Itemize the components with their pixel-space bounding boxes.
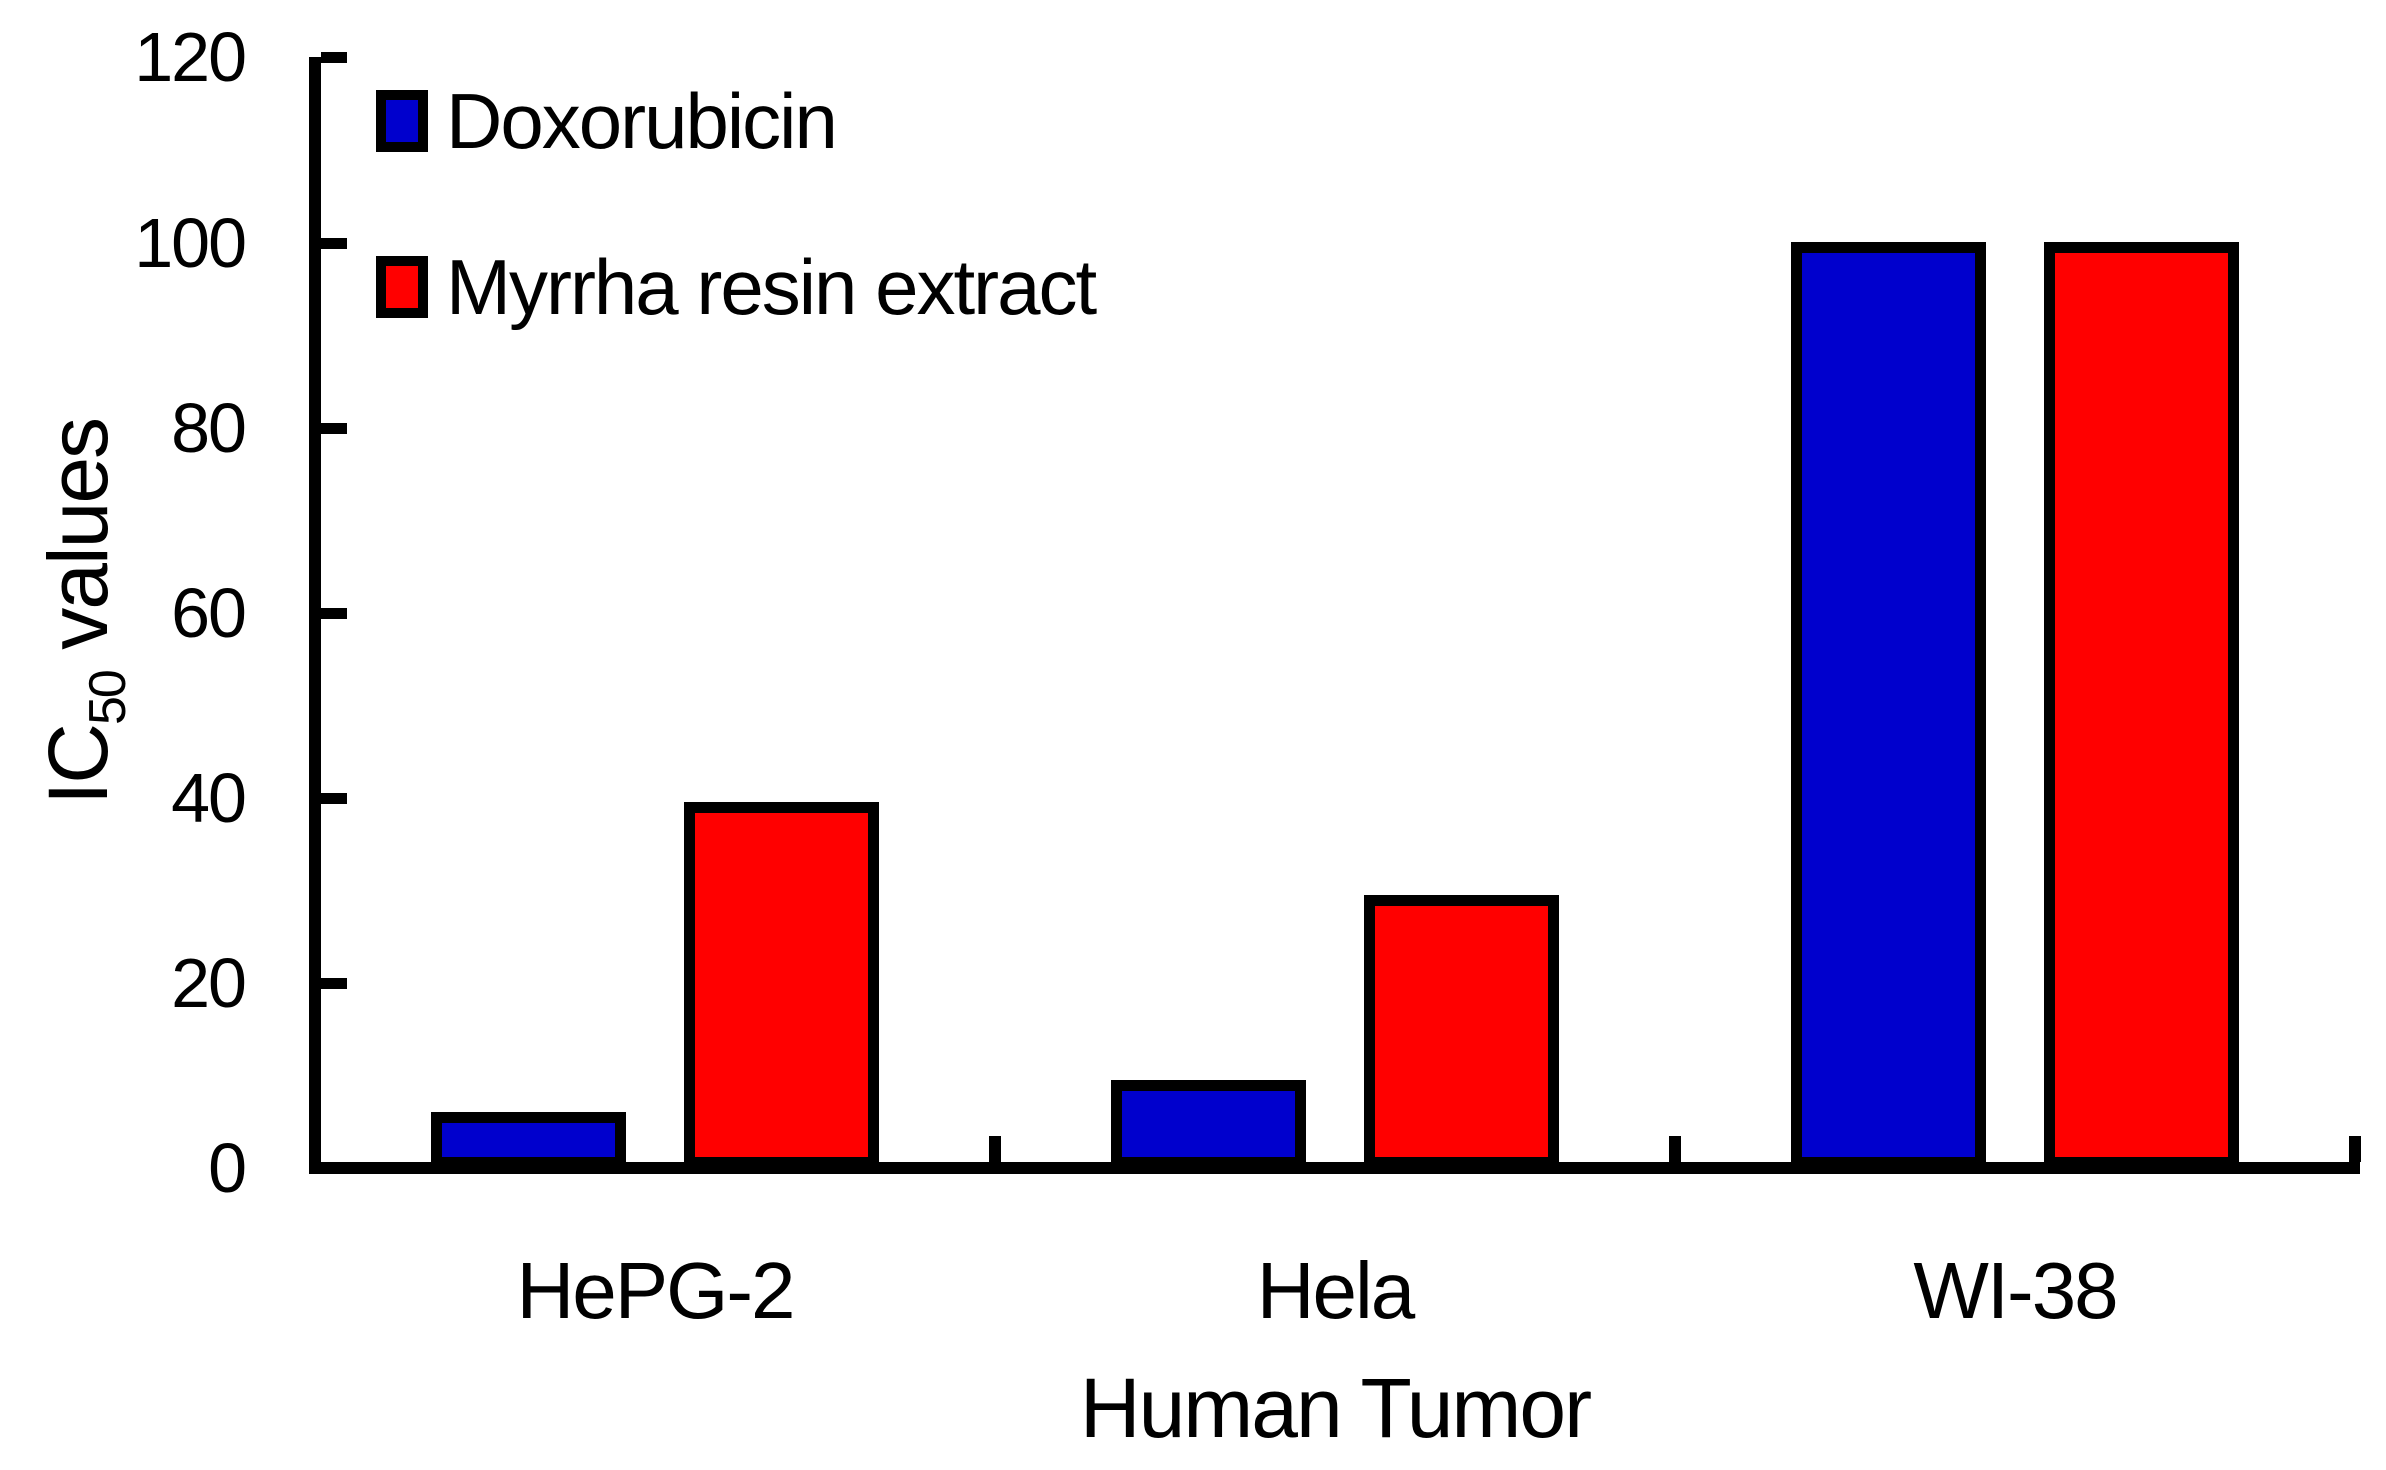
category-label: WI-38: [1913, 1246, 2118, 1335]
y-tick-label: 120: [134, 18, 247, 97]
legend-swatch-doxorubicin: [376, 90, 428, 152]
legend-label-doxorubicin: Doxorubicin: [446, 77, 838, 165]
y-tick-label: 80: [171, 388, 247, 467]
bar-wi-38-myrrha: [2044, 242, 2239, 1168]
bar-hela-doxorubicin: [1111, 1080, 1306, 1168]
y-tick-label: 40: [171, 758, 247, 837]
y-tick-label: 20: [171, 943, 247, 1022]
category-label: HePG-2: [516, 1246, 796, 1335]
bar-wi-38-doxorubicin: [1791, 242, 1986, 1168]
legend-swatch-myrrha: [376, 256, 428, 318]
x-axis-title: Human Tumor Cells: [1079, 1361, 1592, 1470]
y-tick-label: 60: [171, 573, 247, 652]
y-tick-mark: [321, 52, 347, 64]
y-tick-mark: [321, 792, 347, 804]
y-axis-line: [309, 57, 321, 1174]
y-tick-label: 0: [208, 1129, 247, 1207]
x-tick-mark: [989, 1136, 1001, 1162]
y-tick-mark: [321, 977, 347, 989]
y-axis-title-subscript: 50: [78, 671, 137, 726]
y-tick-mark: [321, 237, 347, 249]
x-tick-mark: [1669, 1136, 1681, 1162]
y-tick-label: 100: [134, 203, 247, 282]
bar-hela-myrrha: [1364, 895, 1559, 1168]
category-label: Hela: [1256, 1246, 1416, 1335]
legend-label-myrrha: Myrrha resin extract: [446, 243, 1097, 331]
y-tick-mark: [321, 422, 347, 434]
bar-hepg-2-myrrha: [684, 802, 879, 1168]
bar-hepg-2-doxorubicin: [431, 1112, 626, 1168]
x-tick-mark: [2349, 1136, 2361, 1162]
y-tick-mark: [321, 607, 347, 619]
